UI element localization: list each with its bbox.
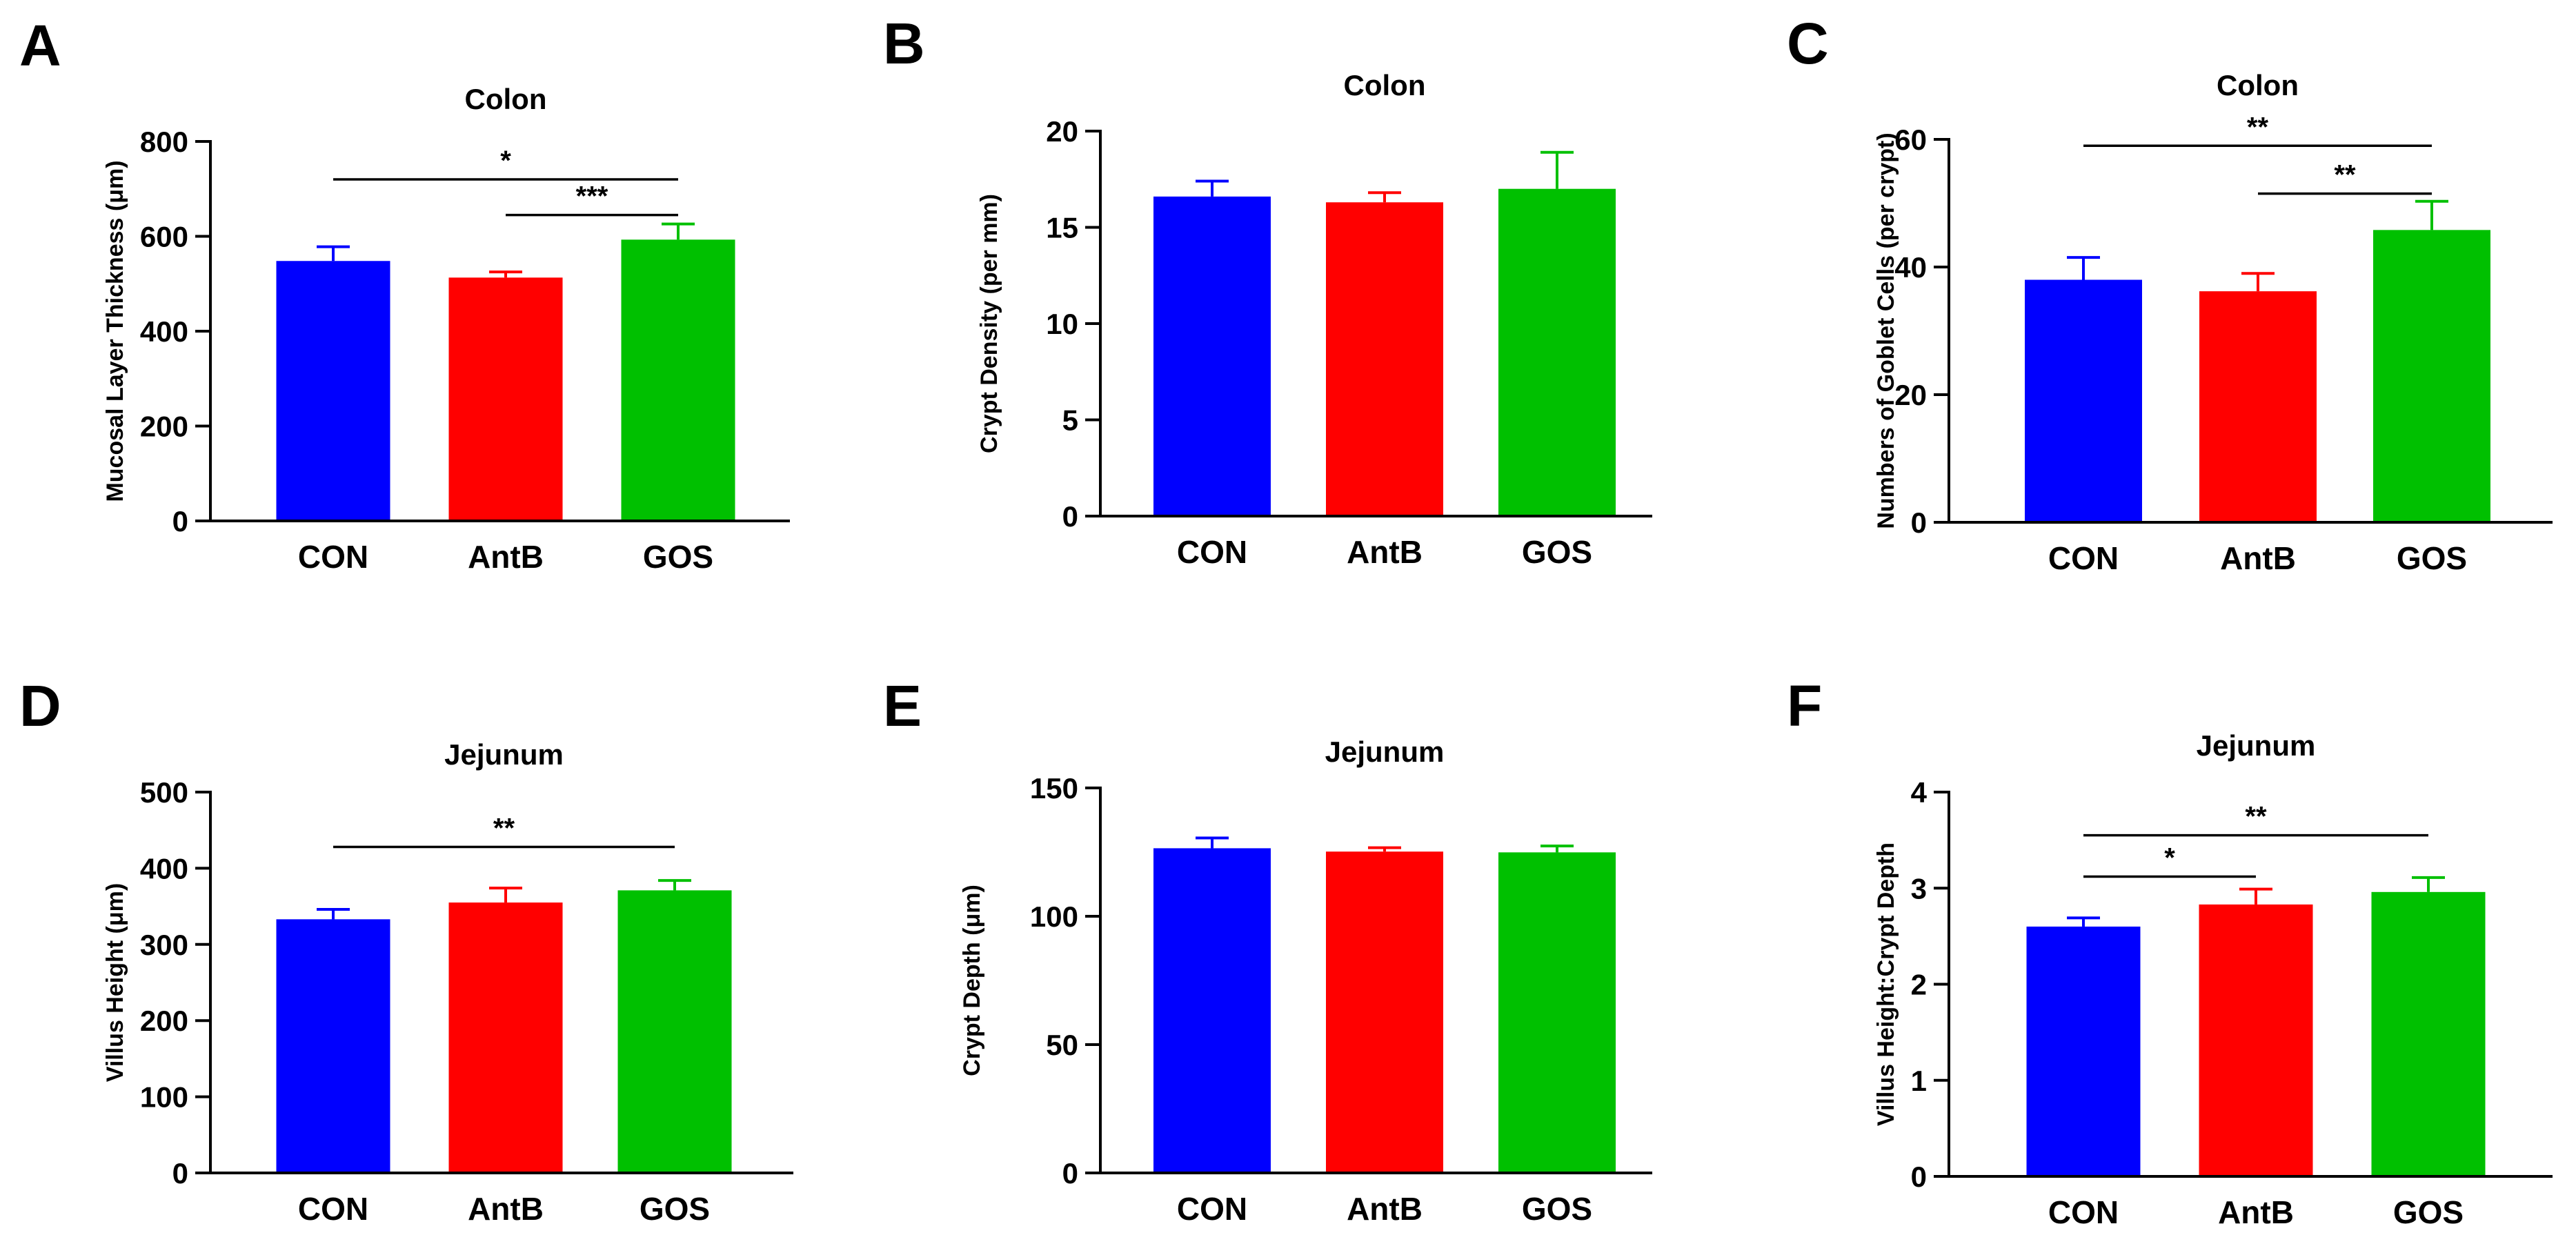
panel-letter: D — [19, 673, 61, 738]
chart-title: Jejunum — [2197, 729, 2316, 762]
x-tick-label: CON — [298, 1191, 368, 1227]
y-tick-label: 40 — [1894, 251, 1927, 284]
x-tick-label: GOS — [640, 1191, 710, 1227]
significance-label: * — [500, 146, 511, 176]
bar-antb — [2199, 904, 2313, 1176]
y-tick-label: 800 — [140, 126, 188, 158]
bar-con — [2025, 279, 2142, 522]
bar-gos — [2373, 230, 2490, 522]
bar-antb — [2199, 291, 2317, 522]
y-axis-label: Villus Height (μm) — [102, 883, 128, 1082]
y-tick-label: 100 — [1030, 900, 1078, 933]
significance-label: * — [2164, 843, 2175, 873]
y-axis-label: Mucosal Layer Thickness (μm) — [102, 160, 128, 502]
x-tick-label: GOS — [2397, 540, 2467, 576]
bar-con — [1153, 848, 1271, 1173]
x-tick-label: AntB — [468, 539, 544, 575]
significance-label: ** — [2245, 802, 2267, 832]
y-tick-label: 400 — [140, 315, 188, 348]
panel-letter: B — [883, 11, 925, 76]
y-tick-label: 0 — [1062, 1157, 1078, 1189]
y-tick-label: 5 — [1062, 404, 1078, 437]
bar-gos — [617, 890, 732, 1173]
significance-label: *** — [576, 181, 608, 212]
bar-antb — [448, 277, 563, 521]
y-tick-label: 50 — [1046, 1029, 1078, 1061]
y-tick-label: 2 — [1911, 969, 1927, 1001]
y-tick-label: 0 — [1911, 1161, 1927, 1193]
panel-b: B Colon Crypt Density (per mm) CON AntB GOS 0 5… — [883, 11, 1652, 570]
x-tick-label: AntB — [468, 1191, 544, 1227]
panel-d: D Jejunum Villus Height (μm) CON AntB GOS 0 100… — [19, 673, 793, 1227]
y-tick-label: 0 — [1062, 500, 1078, 533]
y-tick-label: 0 — [172, 1157, 188, 1189]
bar-antb — [448, 902, 563, 1173]
y-tick-label: 200 — [140, 1005, 188, 1037]
bar-antb — [1326, 851, 1443, 1173]
x-tick-label: CON — [298, 539, 368, 575]
significance-label: ** — [2334, 160, 2356, 190]
y-tick-label: 3 — [1911, 872, 1927, 905]
y-axis-label: Crypt Depth (μm) — [959, 885, 985, 1076]
panel-e: E Jejunum Crypt Depth (μm) CON AntB GOS 0 50 100… — [883, 673, 1652, 1227]
panel-a: A Colon Mucosal Layer Thickness (μm) CON Ant… — [19, 13, 790, 575]
panel-letter: A — [19, 13, 61, 78]
y-tick-label: 1 — [1911, 1065, 1927, 1097]
x-tick-label: CON — [1177, 1191, 1247, 1227]
chart-title: Colon — [2217, 69, 2299, 101]
y-tick-label: 400 — [140, 852, 188, 885]
y-tick-label: 15 — [1046, 212, 1078, 244]
chart-title: Colon — [465, 83, 547, 115]
chart-title: Jejunum — [444, 738, 564, 771]
significance-label: ** — [493, 813, 515, 843]
panel-c: C Colon Numbers of Goblet Cells (per crypt… — [1787, 11, 2553, 576]
chart-title: Jejunum — [1325, 735, 1445, 768]
x-tick-label: GOS — [1522, 1191, 1592, 1227]
x-tick-label: CON — [2048, 1194, 2119, 1230]
y-tick-label: 20 — [1894, 379, 1927, 411]
x-tick-label: AntB — [2218, 1194, 2294, 1230]
bar-antb — [1326, 202, 1443, 516]
y-axis-label: Crypt Density (per mm) — [976, 194, 1002, 453]
y-tick-label: 20 — [1046, 115, 1078, 148]
chart-title: Colon — [1344, 69, 1426, 101]
bar-con — [2026, 926, 2141, 1176]
y-tick-label: 0 — [172, 505, 188, 537]
y-axis-label: Villus Height:Crypt Depth — [1873, 842, 1899, 1126]
panel-letter: E — [883, 673, 922, 738]
bar-con — [276, 261, 390, 521]
y-tick-label: 100 — [140, 1081, 188, 1114]
x-tick-label: AntB — [2220, 540, 2296, 576]
bar-con — [1153, 196, 1271, 516]
y-tick-label: 150 — [1030, 772, 1078, 804]
bar-gos — [2371, 891, 2486, 1176]
x-tick-label: GOS — [643, 539, 713, 575]
y-tick-label: 600 — [140, 221, 188, 253]
panel-letter: F — [1787, 673, 1822, 738]
x-tick-label: CON — [2048, 540, 2119, 576]
y-axis-label: Numbers of Goblet Cells (per crypt) — [1873, 132, 1899, 529]
y-tick-label: 500 — [140, 776, 188, 809]
x-tick-label: CON — [1177, 534, 1247, 570]
y-tick-label: 60 — [1894, 124, 1927, 156]
bar-gos — [621, 239, 735, 521]
x-tick-label: GOS — [2393, 1194, 2464, 1230]
significance-label: ** — [2247, 112, 2269, 142]
bar-con — [276, 919, 390, 1173]
y-tick-label: 4 — [1911, 776, 1928, 809]
panel-letter: C — [1787, 11, 1829, 76]
y-tick-label: 0 — [1911, 506, 1927, 539]
y-tick-label: 300 — [140, 929, 188, 961]
y-tick-label: 200 — [140, 411, 188, 443]
y-tick-label: 10 — [1046, 308, 1078, 340]
bar-gos — [1498, 852, 1616, 1173]
x-tick-label: AntB — [1347, 534, 1423, 570]
x-tick-label: AntB — [1347, 1191, 1423, 1227]
panel-f: F Jejunum Villus Height:Crypt Depth CON AntB… — [1787, 673, 2553, 1230]
bar-gos — [1498, 188, 1616, 516]
x-tick-label: GOS — [1522, 534, 1592, 570]
